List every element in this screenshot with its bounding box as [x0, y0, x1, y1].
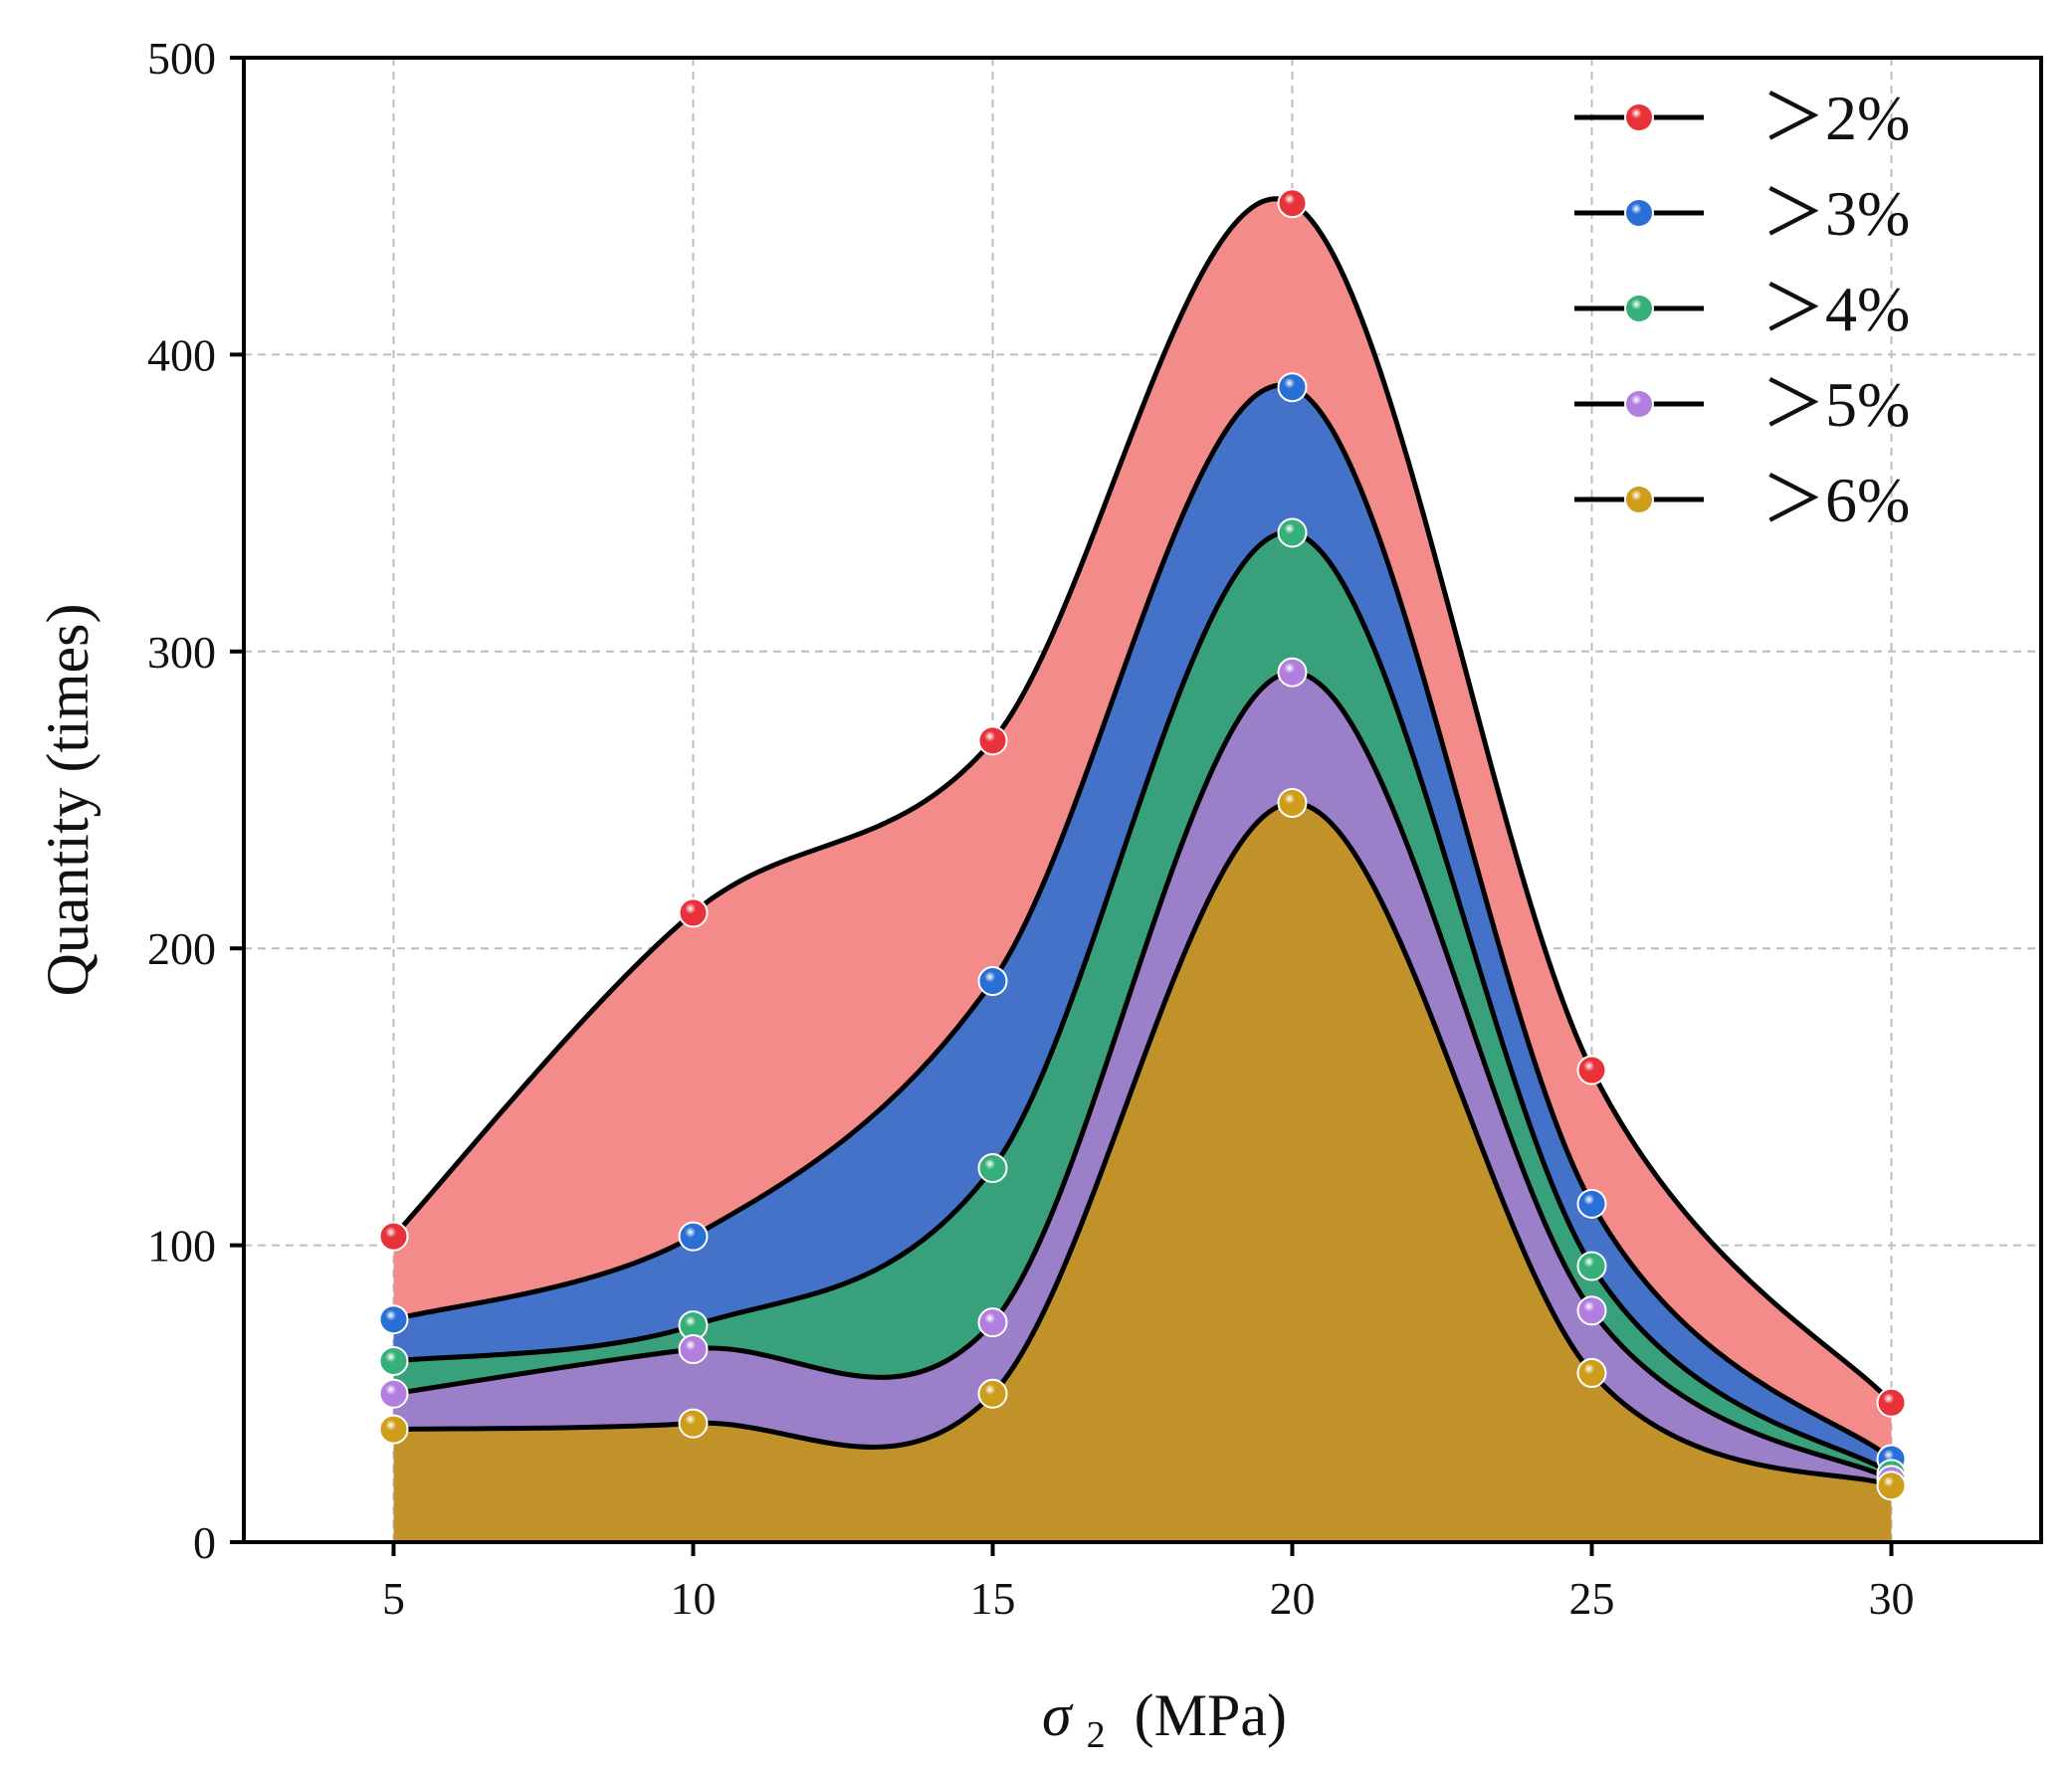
y-tick-label: 500 — [147, 33, 216, 84]
x-axis-subscript: 2 — [1087, 1714, 1106, 1756]
marker-layer — [378, 188, 1907, 1501]
data-point — [977, 1307, 1008, 1338]
legend-label: ＞3% — [1761, 178, 1910, 249]
data-point — [1576, 1188, 1607, 1219]
y-axis-title: Quantity (times) — [35, 604, 101, 997]
data-point — [378, 1221, 409, 1252]
x-tick-label: 5 — [382, 1573, 405, 1624]
data-point — [1576, 1357, 1607, 1388]
y-tick-label: 400 — [147, 329, 216, 380]
data-point — [1277, 188, 1308, 219]
x-axis-title: σ 2 (MPa) — [1042, 1682, 1287, 1760]
data-point — [1576, 1055, 1607, 1085]
legend-marker — [1624, 389, 1654, 419]
legend-item-2: ＞3% — [1574, 178, 1910, 249]
x-tick-label: 25 — [1569, 1573, 1615, 1624]
data-point — [977, 966, 1008, 997]
data-point — [977, 1378, 1008, 1409]
y-tick-label: 0 — [193, 1517, 216, 1568]
legend-label: ＞4% — [1761, 274, 1910, 344]
data-point — [977, 1153, 1008, 1184]
data-point — [1277, 517, 1308, 548]
data-point — [378, 1378, 409, 1409]
data-point — [977, 725, 1008, 756]
x-tick-label: 30 — [1869, 1573, 1915, 1624]
data-point — [1576, 1251, 1607, 1281]
data-point — [678, 1408, 709, 1439]
legend-item-1: ＞2% — [1574, 83, 1910, 153]
data-point — [1876, 1471, 1907, 1501]
legend-item-5: ＞6% — [1574, 465, 1910, 535]
legend-item-4: ＞5% — [1574, 369, 1910, 440]
y-tick-label: 200 — [147, 923, 216, 974]
data-point — [378, 1304, 409, 1335]
data-point — [678, 1334, 709, 1365]
legend-label: ＞6% — [1761, 465, 1910, 535]
legend-marker — [1624, 294, 1654, 323]
legend-item-3: ＞4% — [1574, 274, 1910, 344]
data-point — [678, 1221, 709, 1252]
data-point — [378, 1345, 409, 1376]
data-point — [1277, 372, 1308, 403]
data-point — [1876, 1387, 1907, 1418]
x-axis-symbol: σ — [1042, 1682, 1074, 1748]
data-point — [1277, 657, 1308, 688]
x-tick-label: 15 — [970, 1573, 1016, 1624]
data-point — [378, 1414, 409, 1445]
series-area-5 — [393, 802, 1892, 1542]
y-tick-label: 100 — [147, 1221, 216, 1272]
area-layer — [393, 198, 1892, 1542]
data-point — [1277, 787, 1308, 818]
legend-marker — [1624, 198, 1654, 228]
legend-marker — [1624, 485, 1654, 514]
data-point — [1576, 1295, 1607, 1326]
x-tick-label: 20 — [1270, 1573, 1316, 1624]
plot-frame — [242, 56, 2043, 1544]
legend-label: ＞2% — [1761, 83, 1910, 153]
y-tick-label: 300 — [147, 627, 216, 678]
legend-marker — [1624, 102, 1654, 132]
x-axis-unit: (MPa) — [1135, 1682, 1287, 1748]
legend-label: ＞5% — [1761, 369, 1910, 440]
data-point — [678, 897, 709, 928]
legend: ＞2% ＞3% ＞4% ＞5% ＞6% — [1574, 83, 1910, 535]
x-tick-label: 10 — [671, 1573, 717, 1624]
